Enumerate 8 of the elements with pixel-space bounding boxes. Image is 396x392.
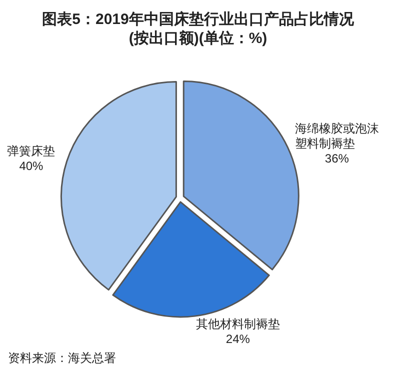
data-label: 36% bbox=[324, 151, 350, 166]
data-label: 40% bbox=[19, 158, 44, 173]
slice-label: 弹簧床垫 bbox=[7, 144, 56, 158]
slice-label: 其他材料制褥垫 bbox=[196, 317, 280, 331]
slice-label: 海绵橡胶或泡沫塑料制褥垫 bbox=[294, 121, 379, 150]
chart-title: 图表5：2019年中国床垫行业出口产品占比情况(按出口额)(单位：%) bbox=[42, 10, 355, 47]
text: 资料来源：海关总署 bbox=[8, 351, 116, 365]
data-label: 24% bbox=[226, 332, 250, 346]
